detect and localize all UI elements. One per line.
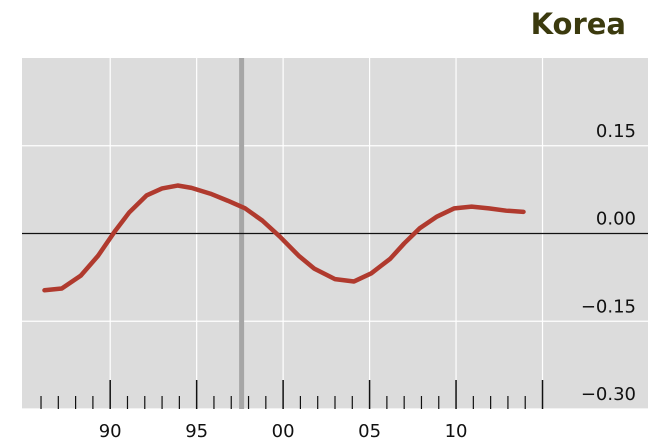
y-tick-label: −0.15	[581, 296, 636, 317]
x-tick-label: 05	[358, 421, 381, 442]
chart-title: Korea	[531, 7, 626, 41]
x-tick-label: 90	[99, 421, 122, 442]
x-tick-label: 95	[185, 421, 208, 442]
x-tick-label: 00	[272, 421, 295, 442]
y-tick-label: 0.15	[596, 121, 636, 142]
data-line	[42, 183, 526, 293]
y-tick-label: 0.00	[596, 209, 636, 230]
x-tick-label: 10	[445, 421, 468, 442]
y-tick-label: −0.30	[581, 384, 636, 405]
